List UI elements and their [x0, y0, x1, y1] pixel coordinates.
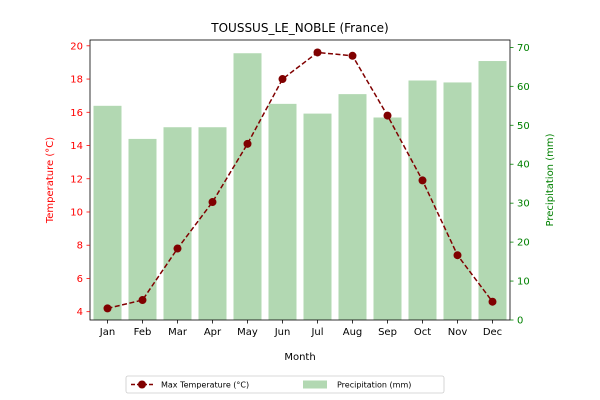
temperature-point-mar	[173, 244, 182, 253]
x-axis-ticks: Jan Feb Mar Apr May Jun Jul Aug Sep Oct Nov Dec	[99, 320, 502, 338]
temperature-point-dec	[488, 297, 497, 306]
right-y-tick-label: 60	[517, 82, 530, 93]
x-tick-label: Sep	[378, 327, 397, 338]
precipitation-bars	[93, 53, 507, 321]
legend-label-precipitation: Precipitation (mm)	[337, 381, 411, 390]
x-tick-label: Apr	[204, 327, 222, 338]
left-y-tick-label: 10	[70, 207, 83, 218]
temperature-point-oct	[418, 176, 427, 185]
precipitation-bar-may	[233, 53, 262, 321]
right-y-axis-ticks: 0 10 20 30 40 50 60 70	[510, 43, 530, 327]
x-tick-label: Dec	[483, 327, 502, 338]
legend-bar-swatch	[303, 380, 327, 389]
precipitation-bar-jun	[268, 103, 297, 320]
legend: Max Temperature (°C) Precipitation (mm)	[125, 375, 445, 394]
temperature-point-jul	[313, 48, 322, 57]
temperature-point-jun	[278, 75, 287, 84]
precipitation-bar-jul	[303, 113, 332, 320]
legend-label-temperature: Max Temperature (°C)	[161, 381, 249, 390]
temperature-point-aug	[348, 51, 357, 60]
precipitation-bar-nov	[443, 82, 472, 320]
x-tick-label: May	[237, 327, 258, 338]
legend-line-marker	[138, 380, 146, 389]
precipitation-bar-sep	[373, 117, 402, 320]
left-y-tick-label: 6	[77, 274, 83, 285]
x-axis-title: Month	[284, 352, 315, 363]
x-tick-label: Jun	[274, 327, 291, 338]
precipitation-bar-dec	[478, 61, 507, 320]
temperature-point-nov	[453, 251, 462, 260]
chart-title: TOUSSUS_LE_NOBLE (France)	[210, 21, 388, 35]
precipitation-bar-aug	[338, 94, 367, 320]
temperature-point-jan	[103, 304, 112, 313]
precipitation-bar-apr	[198, 127, 227, 320]
left-y-tick-label: 16	[70, 108, 83, 119]
left-y-tick-label: 4	[77, 307, 83, 318]
legend-box	[125, 375, 445, 394]
x-tick-label: Mar	[168, 327, 188, 338]
right-y-tick-label: 30	[517, 199, 530, 210]
x-tick-label: Aug	[343, 327, 363, 338]
right-y-tick-label: 70	[517, 43, 530, 54]
right-y-tick-label: 0	[517, 316, 523, 327]
left-y-tick-label: 12	[70, 174, 83, 185]
right-y-tick-label: 20	[517, 238, 530, 249]
left-y-tick-label: 8	[77, 241, 83, 252]
precipitation-bar-jan	[93, 105, 122, 320]
temperature-line-path	[107, 51, 494, 310]
left-y-axis-ticks: 4 6 8 10 12 14 16 18 20	[70, 41, 90, 318]
left-y-axis-title: Temperature (°C)	[45, 137, 56, 224]
precipitation-bar-feb	[128, 138, 157, 320]
x-tick-label: Jan	[99, 327, 115, 338]
x-tick-label: Feb	[134, 327, 152, 338]
temperature-point-sep	[383, 111, 392, 120]
temperature-line	[103, 48, 497, 313]
right-y-axis-title: Precipitation (mm)	[545, 133, 556, 226]
right-y-tick-label: 50	[517, 121, 530, 132]
plot-frame	[89, 39, 511, 321]
x-tick-label: Oct	[414, 327, 431, 338]
right-y-tick-label: 10	[517, 277, 530, 288]
temperature-point-apr	[208, 198, 217, 207]
precipitation-bar-mar	[163, 127, 192, 320]
x-tick-label: Nov	[448, 327, 468, 338]
left-y-tick-label: 18	[70, 75, 83, 86]
left-y-tick-label: 20	[70, 41, 83, 52]
temperature-point-may	[243, 139, 252, 148]
right-y-tick-label: 40	[517, 160, 530, 171]
x-tick-label: Jul	[310, 327, 323, 338]
left-y-tick-label: 14	[70, 141, 83, 152]
temperature-point-feb	[138, 296, 147, 305]
